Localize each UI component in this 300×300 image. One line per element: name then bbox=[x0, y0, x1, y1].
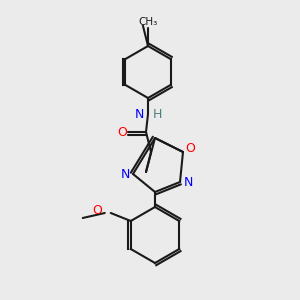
Text: O: O bbox=[185, 142, 195, 155]
Text: O: O bbox=[92, 205, 102, 218]
Text: H: H bbox=[153, 107, 162, 121]
Text: CH₃: CH₃ bbox=[138, 17, 158, 27]
Text: N: N bbox=[135, 107, 144, 121]
Text: N: N bbox=[183, 176, 193, 188]
Text: O: O bbox=[117, 125, 127, 139]
Text: N: N bbox=[120, 167, 130, 181]
